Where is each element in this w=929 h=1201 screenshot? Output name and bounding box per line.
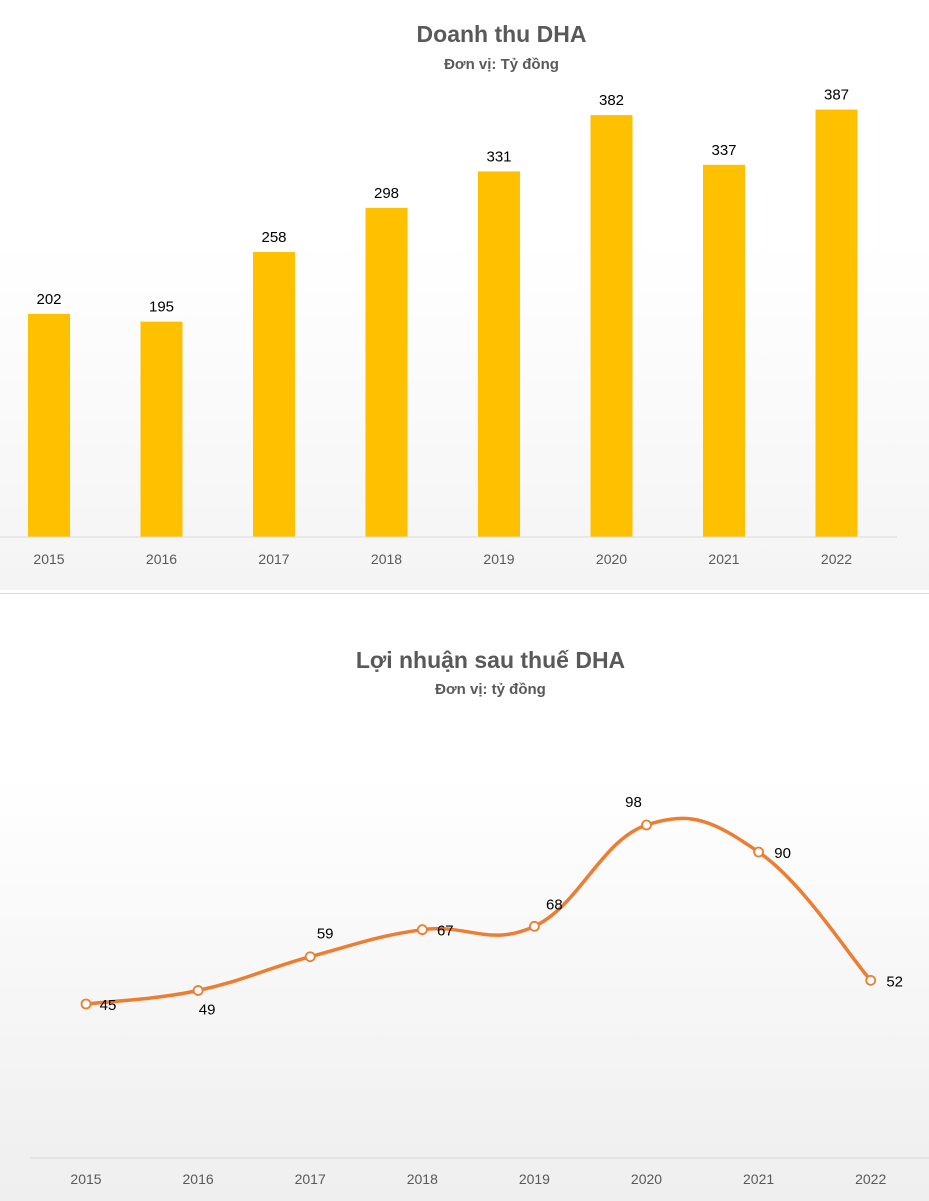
profit-data-label-2018: 67 bbox=[437, 923, 454, 940]
revenue-bar-2020 bbox=[590, 115, 633, 537]
profit-x-tick-2021: 2021 bbox=[743, 1171, 774, 1187]
profit-data-label-2019: 68 bbox=[546, 896, 563, 913]
profit-x-tick-2022: 2022 bbox=[855, 1171, 886, 1187]
revenue-data-label-2020: 382 bbox=[599, 92, 624, 109]
revenue-chart: 2015 2016 2017 2018 2019 2020 2021 2022 202 1952… bbox=[0, 87, 897, 567]
profit-x-tick-2019: 2019 bbox=[519, 1171, 550, 1187]
revenue-x-tick-2017: 2017 bbox=[258, 551, 289, 567]
profit-data-label-2020: 98 bbox=[625, 794, 642, 811]
profit-x-tick-2015: 2015 bbox=[70, 1171, 101, 1187]
profit-marker-2016 bbox=[192, 985, 204, 996]
revenue-data-label-2016: 195 bbox=[149, 299, 174, 316]
revenue-x-tick-2018: 2018 bbox=[371, 551, 402, 567]
revenue-data-label-2021: 337 bbox=[711, 142, 736, 159]
revenue-bar-2017 bbox=[253, 252, 295, 537]
revenue-bar-2016 bbox=[140, 321, 183, 537]
profit-x-ticks: 2015 2016 2017 2018 2019 2020 2021 2022 bbox=[70, 1171, 886, 1187]
revenue-chart-title: Doanh thu DHA bbox=[416, 21, 587, 47]
revenue-data-label-2018: 298 bbox=[374, 185, 399, 202]
revenue-bar-2018 bbox=[365, 207, 408, 537]
profit-data-label-2016: 49 bbox=[199, 1001, 216, 1018]
revenue-data-label-2022: 387 bbox=[824, 87, 849, 104]
revenue-bar-2022 bbox=[815, 109, 858, 537]
revenue-bar-2021 bbox=[703, 164, 745, 537]
profit-data-label-2022: 52 bbox=[886, 973, 903, 990]
revenue-x-tick-2019: 2019 bbox=[483, 551, 514, 567]
revenue-data-label-2019: 331 bbox=[486, 148, 511, 165]
revenue-data-label-2015: 202 bbox=[36, 291, 61, 308]
profit-chart-panel: 2015 2016 2017 2018 2019 2020 2021 2022 45 49 59 6… bbox=[0, 593, 929, 1201]
profit-x-tick-2016: 2016 bbox=[183, 1171, 214, 1187]
profit-marker-2019 bbox=[529, 920, 540, 932]
revenue-x-tick-2021: 2021 bbox=[708, 551, 739, 567]
revenue-chart-panel: 2015 2016 2017 2018 2019 2020 2021 2022 202 195 2… bbox=[0, 0, 929, 590]
revenue-data-labels: 202 195 258 298 331 382 337 387 bbox=[36, 87, 849, 316]
profit-marker-2021 bbox=[753, 846, 764, 858]
revenue-x-tick-2016: 2016 bbox=[146, 551, 177, 567]
profit-data-labels: 45 49 59 67 68 98 90 52 bbox=[100, 794, 903, 1018]
profit-data-label-2017: 59 bbox=[317, 926, 334, 943]
profit-line bbox=[84, 816, 873, 1006]
profit-marker-2017 bbox=[304, 951, 316, 963]
profit-marker-2022 bbox=[865, 974, 877, 986]
revenue-bar-2015 bbox=[28, 313, 70, 537]
revenue-data-label-2017: 258 bbox=[261, 229, 286, 246]
profit-chart: 2015 2016 2017 2018 2019 2020 2021 2022 45 49 59 6… bbox=[30, 794, 929, 1187]
revenue-x-tick-2020: 2020 bbox=[596, 551, 627, 567]
profit-x-tick-2018: 2018 bbox=[407, 1171, 438, 1187]
revenue-chart-subtitle: Đơn vị: Tỷ đồng bbox=[444, 56, 559, 73]
profit-marker-2018 bbox=[416, 924, 428, 936]
profit-marker-2020 bbox=[641, 819, 652, 831]
profit-marker-2015 bbox=[80, 998, 92, 1010]
profit-x-tick-2017: 2017 bbox=[295, 1171, 326, 1187]
profit-line-series bbox=[84, 816, 873, 1006]
revenue-x-tick-2022: 2022 bbox=[821, 551, 852, 567]
profit-markers bbox=[80, 819, 877, 1010]
profit-data-label-2015: 45 bbox=[100, 997, 117, 1014]
revenue-x-tick-2015: 2015 bbox=[33, 551, 64, 567]
revenue-bar-2019 bbox=[478, 171, 520, 537]
revenue-x-ticks: 2015 2016 2017 2018 2019 2020 2021 2022 bbox=[33, 551, 852, 567]
profit-chart-subtitle: Đơn vị: tỷ đồng bbox=[435, 681, 546, 698]
revenue-bars bbox=[28, 109, 858, 537]
profit-data-label-2021: 90 bbox=[774, 845, 791, 862]
profit-chart-title: Lợi nhuận sau thuế DHA bbox=[355, 647, 626, 673]
profit-x-tick-2020: 2020 bbox=[631, 1171, 662, 1187]
